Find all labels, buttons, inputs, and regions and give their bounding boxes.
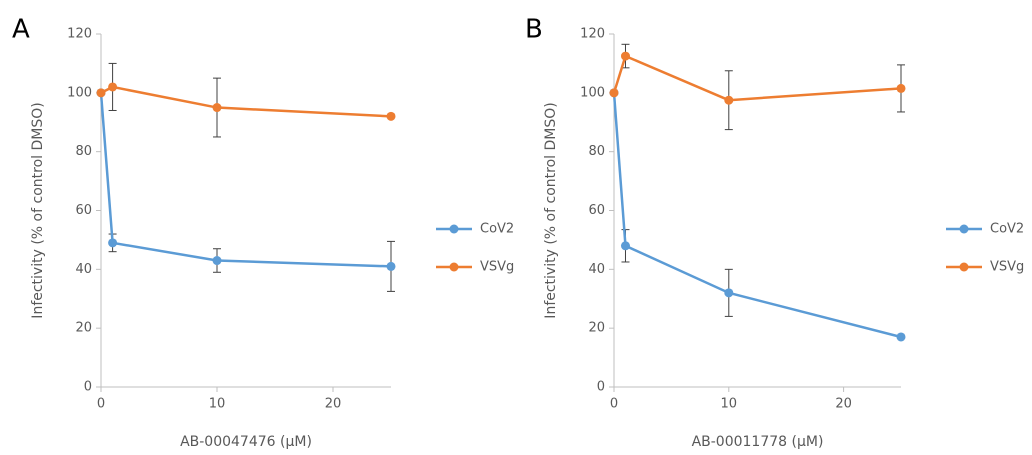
data-point	[212, 256, 222, 266]
y-tick-label: 40	[588, 262, 605, 277]
x-axis-label: AB-00011778 (µM)	[692, 434, 824, 450]
y-tick-label: 0	[597, 380, 605, 395]
x-tick-label: 0	[97, 397, 105, 412]
series-line	[99, 92, 392, 268]
series-line	[612, 54, 902, 102]
y-tick-label: 80	[588, 144, 605, 159]
data-point	[724, 288, 734, 298]
data-point	[609, 88, 619, 98]
panel: B 0 20 40 60 80 100 120 0 10 20 AB-00011778 (µM) Inf…	[525, 15, 1024, 451]
legend-label: CoV2	[990, 222, 1024, 237]
y-tick-label: 120	[67, 27, 92, 42]
data-point	[896, 332, 906, 342]
y-tick-label: 80	[75, 144, 92, 159]
y-tick-label: 120	[580, 27, 605, 42]
legend-label: CoV2	[480, 222, 514, 237]
data-point	[386, 261, 396, 271]
x-tick-label: 20	[325, 397, 342, 412]
y-tick-label: 100	[580, 85, 605, 100]
panel-label: B	[525, 15, 543, 45]
legend-label: VSVg	[480, 260, 514, 275]
data-point	[896, 83, 906, 93]
data-point	[108, 82, 118, 92]
x-tick-label: 0	[610, 397, 618, 412]
y-tick-label: 60	[588, 203, 605, 218]
data-point	[212, 103, 222, 113]
data-point	[724, 95, 734, 105]
legend-marker	[449, 224, 459, 234]
x-axis-label: AB-00047476 (µM)	[180, 434, 312, 450]
data-point	[386, 111, 396, 121]
series-line	[100, 85, 392, 118]
legend-label: VSVg	[990, 260, 1024, 275]
data-point	[96, 88, 106, 98]
x-tick-label: 10	[209, 397, 226, 412]
data-point	[108, 238, 118, 248]
y-tick-label: 0	[84, 380, 92, 395]
panel-label: A	[12, 15, 30, 45]
y-axis-label: Infectivity (% of control DMSO)	[543, 102, 559, 318]
series-line	[612, 92, 902, 339]
x-tick-label: 20	[835, 397, 852, 412]
y-tick-label: 20	[75, 321, 92, 336]
legend-marker	[959, 224, 969, 234]
y-tick-label: 60	[75, 203, 92, 218]
y-tick-label: 100	[67, 85, 92, 100]
legend-marker	[449, 262, 459, 272]
data-point	[620, 241, 630, 251]
y-tick-label: 40	[75, 262, 92, 277]
data-point	[620, 51, 630, 61]
panel: A 0 20 40 60 80 100 120 0 10 20 AB-00047476 (µM) Inf…	[12, 15, 514, 451]
y-axis-label: Infectivity (% of control DMSO)	[30, 102, 46, 318]
legend-marker	[959, 262, 969, 272]
y-tick-label: 20	[588, 321, 605, 336]
x-tick-label: 10	[721, 397, 738, 412]
